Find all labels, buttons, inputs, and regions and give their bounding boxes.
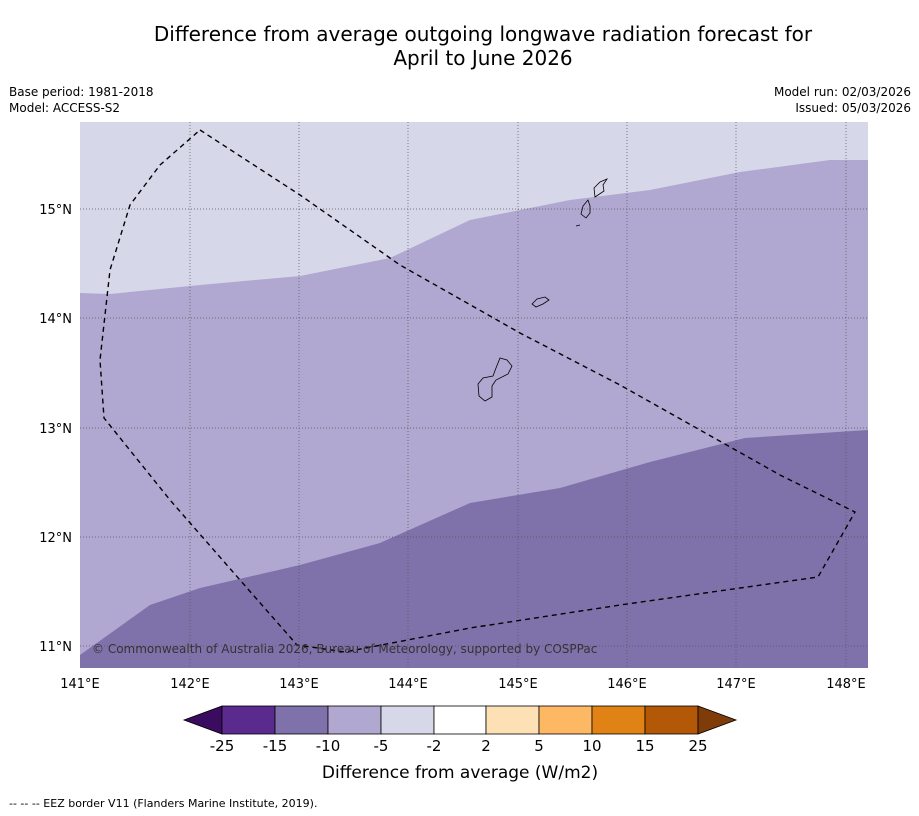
x-tick-141: 141°E: [60, 677, 100, 692]
colorbar-bin-7: [538, 705, 593, 735]
title-line-2: April to June 2026: [393, 46, 573, 70]
x-tick-145: 145°E: [498, 677, 538, 692]
meta-right: Model run: 02/03/2026 Issued: 05/03/2026: [774, 84, 911, 116]
x-tick-142: 142°E: [170, 677, 210, 692]
colorbar-bin-5: [433, 705, 487, 735]
colorbar-label-15: 15: [635, 737, 654, 755]
x-tick-146: 146°E: [607, 677, 647, 692]
eez-footnote: -- -- -- EEZ border V11 (Flanders Marine…: [9, 797, 318, 810]
colorbar-label-10: 10: [582, 737, 601, 755]
colorbar-bin-1: [221, 705, 276, 735]
colorbar-bin-6: [485, 705, 540, 735]
colorbar-bin-3: [327, 705, 382, 735]
colorbar: [182, 705, 738, 735]
map-area: © Commonwealth of Australia 2026, Bureau…: [80, 122, 868, 668]
colorbar-label-neg2: -2: [427, 737, 442, 755]
issued-label: Issued: 05/03/2026: [795, 101, 911, 115]
colorbar-label-2: 2: [481, 737, 491, 755]
island-aguijan: [575, 224, 581, 227]
colorbar-bin-8: [591, 705, 646, 735]
colorbar-bin-9: [644, 705, 699, 735]
colorbar-extend-high: [697, 705, 738, 735]
eez-border: [99, 129, 856, 653]
y-tick-15n: 15°N: [39, 203, 72, 218]
colorbar-title: Difference from average (W/m2): [322, 763, 598, 783]
meta-left: Base period: 1981-2018 Model: ACCESS-S2: [9, 84, 154, 116]
map-title: Difference from average outgoing longwav…: [0, 22, 919, 70]
model-label: Model: ACCESS-S2: [9, 101, 121, 115]
copyright-text: © Commonwealth of Australia 2026, Bureau…: [92, 642, 597, 656]
x-axis: 141°E 142°E 143°E 144°E 145°E 146°E 147°…: [60, 677, 866, 692]
colorbar-label-25: 25: [688, 737, 707, 755]
colorbar-extend-low: [182, 705, 223, 735]
colorbar-label-neg25: -25: [210, 737, 235, 755]
title-line-1: Difference from average outgoing longwav…: [153, 22, 813, 46]
y-tick-12n: 12°N: [39, 531, 72, 546]
colorbar-label-5: 5: [534, 737, 544, 755]
island-guam: [477, 357, 513, 402]
colorbar-label-neg15: -15: [263, 737, 288, 755]
colorbar-label-neg5: -5: [374, 737, 389, 755]
base-period-label: Base period: 1981-2018: [9, 85, 154, 99]
graticule: [80, 122, 868, 668]
y-tick-14n: 14°N: [39, 312, 72, 327]
y-tick-13n: 13°N: [39, 422, 72, 437]
band-dark: [80, 430, 868, 668]
y-tick-11n: 11°N: [39, 640, 72, 655]
islands: [477, 178, 609, 402]
x-tick-147: 147°E: [716, 677, 756, 692]
x-tick-148: 148°E: [826, 677, 866, 692]
x-tick-143: 143°E: [279, 677, 319, 692]
colorbar-label-neg10: -10: [316, 737, 341, 755]
x-tick-144: 144°E: [388, 677, 428, 692]
island-rota: [531, 296, 550, 308]
colorbar-labels: -25 -15 -10 -5 -2 2 5 10 15 25: [210, 737, 708, 755]
colorbar-bin-2: [274, 705, 329, 735]
island-tinian: [580, 199, 591, 219]
island-saipan: [593, 178, 609, 198]
colorbar-bin-4: [380, 705, 435, 735]
y-axis: 15°N 14°N 13°N 12°N 11°N: [39, 203, 72, 655]
model-run-label: Model run: 02/03/2026: [773, 85, 911, 99]
